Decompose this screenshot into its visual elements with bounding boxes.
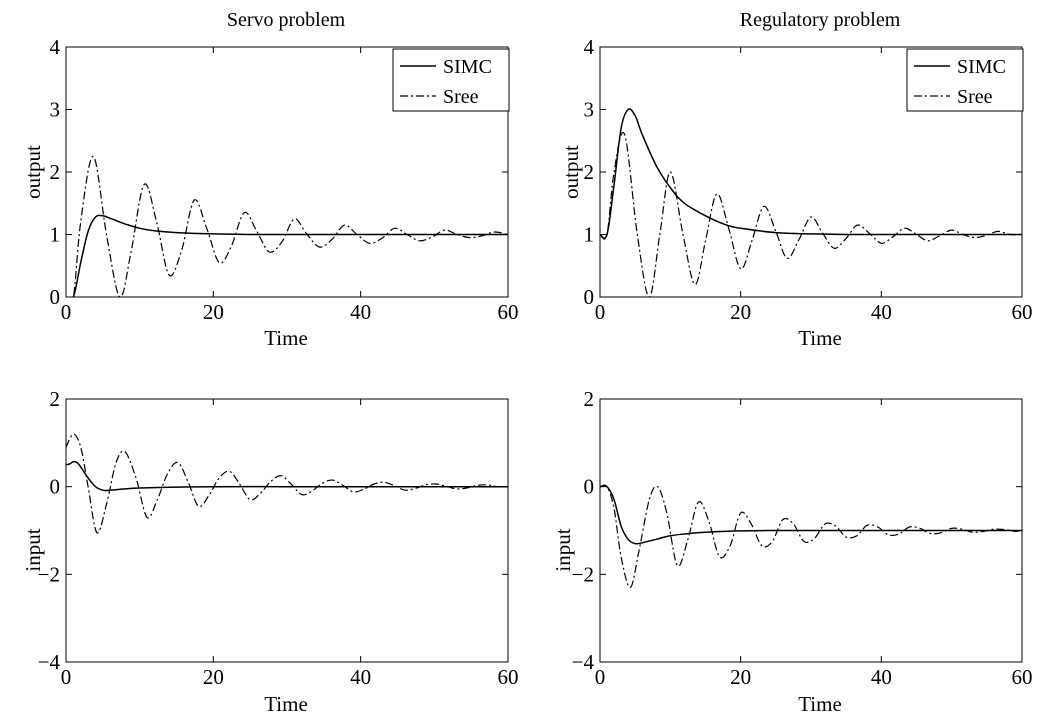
y-tick-label: 4: [50, 35, 61, 59]
series-line-simc: [600, 484, 1022, 545]
y-axis-label: output: [21, 145, 45, 199]
x-tick-label: 20: [730, 665, 751, 689]
x-axis-label: Time: [264, 692, 308, 716]
panel-title: Regulatory problem: [740, 9, 901, 31]
series-line-sree: [66, 433, 508, 534]
legend-box: [392, 48, 510, 112]
y-tick-label: 0: [584, 285, 595, 309]
x-tick-label: 40: [350, 665, 371, 689]
y-tick-label: −4: [572, 650, 595, 674]
x-tick-label: 0: [61, 665, 72, 689]
series-line-sree: [600, 484, 1022, 589]
x-tick-label: 40: [350, 300, 371, 324]
y-tick-label: −4: [38, 650, 61, 674]
y-axis-label: input: [551, 528, 575, 571]
x-tick-label: 0: [595, 665, 606, 689]
series-line-sree: [66, 155, 508, 297]
y-tick-label: 0: [584, 475, 595, 499]
axes-box: [65, 398, 509, 663]
y-tick-label: 3: [50, 98, 61, 122]
x-tick-label: 60: [1012, 300, 1033, 324]
x-axis-label: Time: [798, 692, 842, 716]
y-tick-label: 2: [50, 160, 61, 184]
series-line-sree: [600, 131, 1022, 297]
y-tick-label: 3: [584, 98, 595, 122]
x-tick-label: 40: [871, 300, 892, 324]
y-tick-label: 0: [50, 475, 61, 499]
series-line-simc: [600, 108, 1022, 239]
axes-box: [599, 398, 1023, 663]
x-tick-label: 60: [498, 665, 519, 689]
legend: SIMC Sree: [906, 48, 1024, 112]
y-tick-label: 1: [50, 223, 61, 247]
x-tick-label: 60: [498, 300, 519, 324]
x-axis-label: Time: [798, 326, 842, 350]
y-tick-label: 4: [584, 35, 595, 59]
y-axis-label: input: [21, 528, 45, 571]
legend-label-sree: Sree: [443, 86, 479, 108]
y-tick-label: −2: [38, 562, 60, 586]
y-tick-label: 2: [584, 387, 595, 411]
plot-area-servo-input: 0 20 40 60 −4 −2 0 2: [38, 387, 519, 689]
legend-label-sree: Sree: [957, 86, 993, 108]
panel-regulatory-input: input Time 0 20 40 60 −4 −2 0 2: [551, 387, 1033, 716]
legend-label-simc: SIMC: [957, 56, 1006, 78]
panel-servo-output: Servo problem output Time 0 20 40 60 0 1 2 3 4 S…: [21, 9, 519, 350]
plot-area-servo-output: 0 20 40 60 0 1 2 3 4: [50, 35, 519, 324]
legend: SIMC Sree: [392, 48, 510, 112]
x-axis-label: Time: [264, 326, 308, 350]
plot-area-regulatory-input: 0 20 40 60 −4 −2 0 2: [572, 387, 1033, 689]
plot-area-regulatory-output: 0 20 40 60 0 1 2 3 4: [584, 35, 1033, 324]
series-line-simc: [66, 460, 508, 492]
panel-regulatory-output: Regulatory problem output Time 0 20 40 60 0 1…: [559, 9, 1033, 350]
panel-servo-input: input Time 0 20 40 60 −4 −2 0 2: [21, 387, 519, 716]
x-tick-label: 0: [61, 300, 72, 324]
y-tick-label: 1: [584, 223, 595, 247]
series-line-simc: [66, 214, 508, 297]
x-tick-label: 20: [203, 300, 224, 324]
y-tick-label: 2: [50, 387, 61, 411]
y-tick-label: 0: [50, 285, 61, 309]
x-tick-label: 60: [1012, 665, 1033, 689]
panel-title: Servo problem: [227, 9, 346, 31]
legend-box: [906, 48, 1024, 112]
x-tick-label: 20: [730, 300, 751, 324]
x-tick-label: 20: [203, 665, 224, 689]
y-tick-label: −2: [572, 562, 594, 586]
legend-label-simc: SIMC: [443, 56, 492, 78]
y-axis-label: output: [559, 145, 583, 199]
y-tick-label: 2: [584, 160, 595, 184]
x-tick-label: 40: [871, 665, 892, 689]
x-tick-label: 0: [595, 300, 606, 324]
